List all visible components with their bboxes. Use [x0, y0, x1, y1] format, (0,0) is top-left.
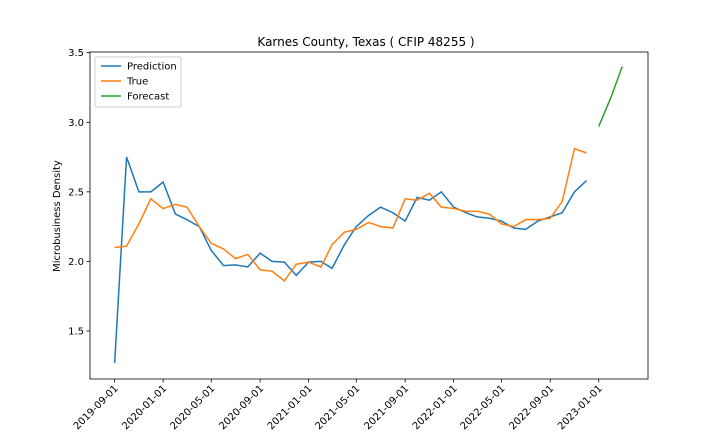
- legend-box: [94, 56, 182, 108]
- x-tick-label: 2019-09-01: [72, 383, 121, 432]
- x-tick-label: 2023-01-01: [556, 383, 605, 432]
- y-tick-label: 3.0: [68, 118, 84, 129]
- x-tick-label: 2022-05-01: [459, 383, 508, 432]
- x-tick-label: 2021-05-01: [314, 383, 363, 432]
- x-tick-label: 2022-09-01: [507, 383, 556, 432]
- legend-label: Prediction: [127, 62, 177, 73]
- series-line: [114, 147, 587, 282]
- x-tick-label: 2020-09-01: [217, 383, 266, 432]
- legend-label: Forecast: [127, 92, 169, 103]
- x-tick-label: 2021-09-01: [362, 383, 411, 432]
- y-tick-label: 1.5: [68, 326, 84, 337]
- x-tick-label: 2022-01-01: [411, 383, 460, 432]
- y-tick-label: 3.5: [68, 48, 84, 59]
- legend-label: True: [126, 77, 148, 88]
- y-tick-label: 2.0: [68, 257, 84, 268]
- series-line: [598, 66, 623, 127]
- x-tick-label: 2021-01-01: [266, 383, 315, 432]
- series-line: [113, 156, 587, 364]
- x-tick-label: 2020-05-01: [168, 383, 217, 432]
- plot-frame: [89, 51, 649, 380]
- chart-title: Karnes County, Texas ( CFIP 48255 ): [257, 35, 474, 49]
- y-tick-label: 2.5: [68, 187, 84, 198]
- y-axis-label: Microbusiness Density: [52, 160, 63, 272]
- x-tick-label: 2020-01-01: [120, 383, 169, 432]
